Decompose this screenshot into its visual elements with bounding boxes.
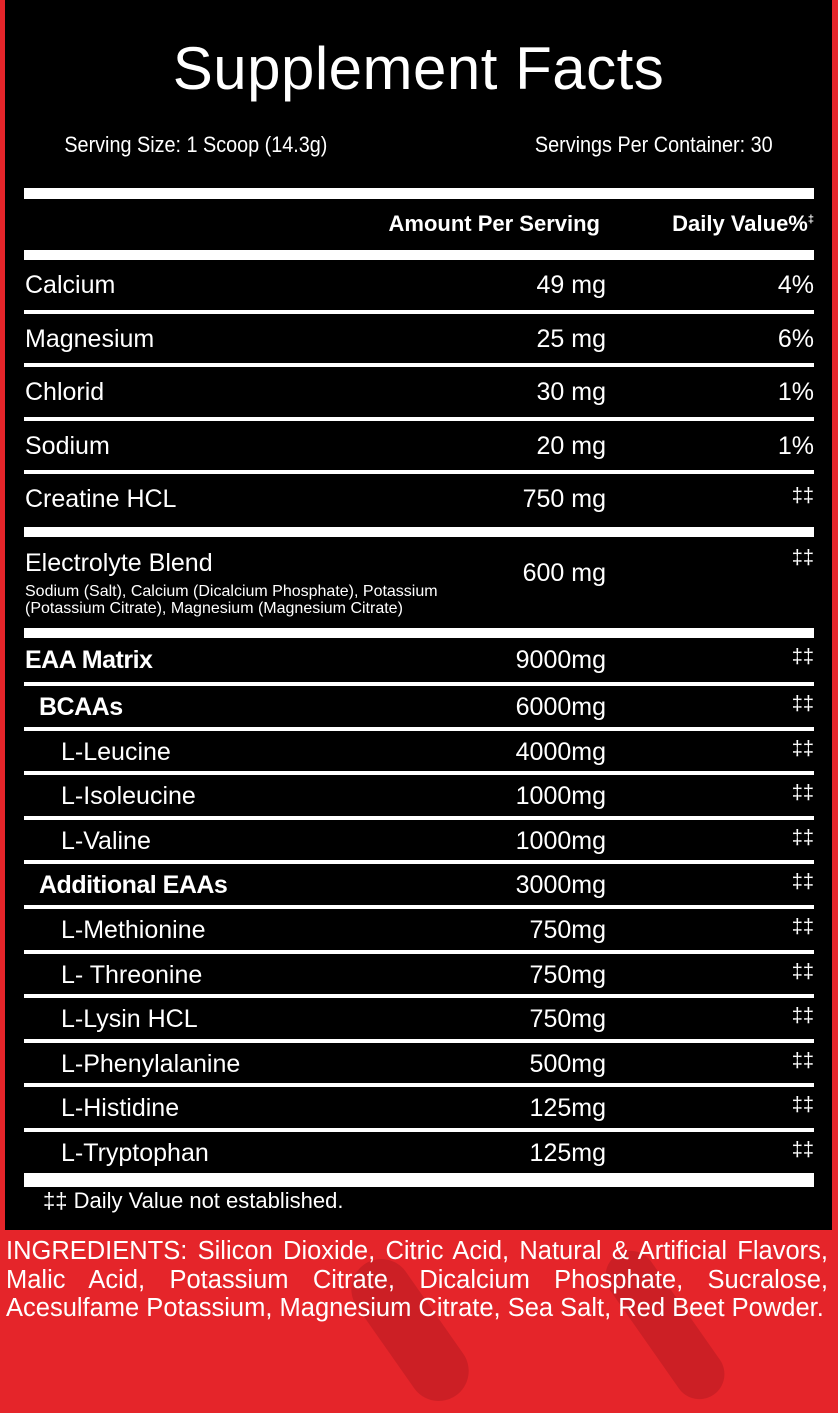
nutrient-amount: 750mg [529, 1005, 606, 1034]
table-row: L-Methionine 750mg ‡‡ [24, 909, 814, 954]
daily-value-header: Daily Value%‡ [672, 211, 814, 236]
nutrient-name: Magnesium [25, 324, 155, 353]
nutrient-name: L-Leucine [61, 737, 171, 766]
ingredients: INGREDIENTS: Silicon Dioxide, Citric Aci… [6, 1237, 828, 1322]
nutrient-name: Additional EAAs [39, 871, 228, 900]
nutrient-amount: 25 mg [536, 324, 606, 353]
divider [24, 1177, 814, 1187]
nutrient-amount: 30 mg [536, 378, 606, 406]
table-row: Chlorid 30 mg 1% [24, 367, 814, 421]
nutrient-name: L-Tryptophan [61, 1138, 209, 1167]
nutrient-name: L-Lysin HCL [61, 1005, 198, 1034]
table-row: L-Isoleucine 1000mg ‡‡ [24, 775, 814, 820]
nutrient-amount: 4000mg [515, 737, 606, 766]
nutrient-amount: 600 mg [522, 559, 606, 587]
nutrient-daily-value: ‡‡ [791, 915, 814, 938]
nutrient-amount: 750mg [529, 960, 606, 989]
nutrient-table: Calcium 49 mg 4% Magnesium 25 mg 6% Chlorid 30 … [24, 260, 814, 1177]
nutrient-amount: 1000mg [515, 782, 606, 811]
nutrient-amount: 3000mg [515, 871, 606, 900]
table-row: L-Histidine 125mg ‡‡ [24, 1087, 814, 1132]
nutrient-name: Sodium [25, 431, 110, 460]
nutrient-name: Calcium [25, 271, 116, 299]
nutrient-daily-value: ‡‡ [791, 1094, 814, 1117]
nutrient-daily-value: 1% [777, 378, 814, 406]
nutrient-amount: 9000mg [515, 646, 606, 674]
amount-header: Amount Per Serving [388, 211, 600, 236]
table-row: L-Phenylalanine 500mg ‡‡ [24, 1043, 814, 1088]
nutrient-amount: 6000mg [515, 693, 606, 721]
table-row: Magnesium 25 mg 6% [24, 314, 814, 367]
table-row: BCAAs 6000mg ‡‡ [24, 686, 814, 731]
nutrient-name: BCAAs [39, 693, 123, 721]
nutrient-name: L- Threonine [61, 960, 203, 989]
footnote: ‡‡ Daily Value not established. [43, 1188, 344, 1213]
serving-size: Serving Size: 1 Scoop (14.3g) [64, 132, 328, 157]
table-row: Creatine HCL 750 mg ‡‡ [24, 474, 814, 537]
table-row: EAA Matrix 9000mg ‡‡ [24, 638, 814, 686]
nutrient-amount: 49 mg [536, 271, 606, 299]
nutrient-amount: 500mg [529, 1049, 606, 1078]
nutrient-daily-value: ‡‡ [791, 871, 814, 894]
nutrient-daily-value: ‡‡ [791, 547, 814, 569]
table-row: L-Tryptophan 125mg ‡‡ [24, 1132, 814, 1177]
nutrient-daily-value: ‡‡ [791, 1049, 814, 1072]
nutrient-amount: 20 mg [536, 431, 606, 460]
nutrient-name: L-Methionine [61, 915, 206, 944]
nutrient-daily-value: ‡‡ [791, 646, 814, 668]
nutrient-amount: 125mg [529, 1138, 606, 1167]
table-row: Additional EAAs 3000mg ‡‡ [24, 864, 814, 909]
nutrient-daily-value: 6% [777, 324, 814, 353]
nutrient-amount: 1000mg [515, 826, 606, 855]
nutrient-subtext: Sodium (Salt), Calcium (Dicalcium Phosph… [25, 583, 438, 617]
table-row: Electrolyte Blend Sodium (Salt), Calcium … [24, 537, 814, 638]
nutrient-name: Creatine HCL [25, 485, 177, 513]
servings-per-container: Servings Per Container: 30 [534, 132, 773, 157]
nutrient-name: Chlorid [25, 378, 105, 406]
nutrient-amount: 750 mg [522, 485, 606, 513]
nutrient-daily-value: ‡‡ [791, 1005, 814, 1028]
nutrient-daily-value: ‡‡ [791, 826, 814, 849]
table-row: L-Lysin HCL 750mg ‡‡ [24, 998, 814, 1043]
nutrient-daily-value: ‡‡ [791, 693, 814, 715]
column-header: Amount Per Serving Daily Value%‡ [24, 199, 814, 250]
nutrient-daily-value: 4% [777, 271, 814, 299]
nutrient-name: Electrolyte Blend [25, 549, 213, 577]
facts-panel: Supplement Facts Serving Size: 1 Scoop (… [5, 0, 832, 1230]
nutrient-daily-value: ‡‡ [791, 960, 814, 983]
nutrient-daily-value: ‡‡ [791, 737, 814, 760]
table-row: L- Threonine 750mg ‡‡ [24, 954, 814, 999]
nutrient-daily-value: 1% [777, 431, 814, 460]
table-row: L-Valine 1000mg ‡‡ [24, 820, 814, 865]
divider [24, 250, 814, 260]
page-title: Supplement Facts [172, 35, 665, 102]
table-row: L-Leucine 4000mg ‡‡ [24, 731, 814, 776]
nutrient-amount: 750mg [529, 915, 606, 944]
serving-info: Serving Size: 1 Scoop (14.3g) Servings P… [64, 132, 772, 158]
nutrient-name: L-Valine [61, 826, 151, 855]
nutrient-amount: 125mg [529, 1094, 606, 1123]
nutrient-name: L-Isoleucine [61, 782, 196, 811]
nutrient-name: L-Histidine [61, 1094, 180, 1123]
divider [24, 188, 814, 199]
table-row: Sodium 20 mg 1% [24, 421, 814, 474]
nutrient-name: L-Phenylalanine [61, 1049, 241, 1078]
nutrient-daily-value: ‡‡ [791, 485, 814, 507]
table-row: Calcium 49 mg 4% [24, 260, 814, 314]
nutrient-daily-value: ‡‡ [791, 782, 814, 805]
nutrient-daily-value: ‡‡ [791, 1138, 814, 1161]
nutrient-name: EAA Matrix [25, 646, 153, 674]
